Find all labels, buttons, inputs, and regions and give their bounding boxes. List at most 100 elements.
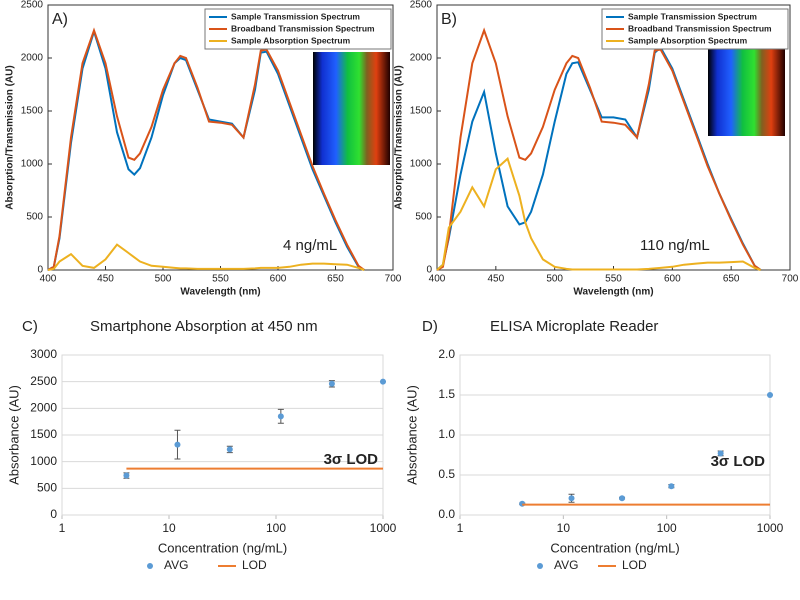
legend-label: Broadband Transmission Spectrum <box>231 23 375 33</box>
y-tick-label: 2000 <box>30 401 57 415</box>
spectrum-image <box>313 52 390 165</box>
data-point <box>226 446 233 453</box>
x-axis-label: Concentration (ng/mL) <box>550 540 679 555</box>
y-tick-label: 500 <box>26 212 43 223</box>
legend-label: Sample Absorption Spectrum <box>231 35 351 45</box>
legend-box <box>601 8 789 50</box>
y-tick-label: 2000 <box>410 53 433 64</box>
data-point <box>717 450 724 457</box>
x-tick-label: 1 <box>457 521 464 535</box>
legend-label: Broadband Transmission Spectrum <box>628 23 772 33</box>
chart-title: Smartphone Absorption at 450 nm <box>90 318 318 335</box>
y-tick-label: 0.5 <box>438 467 455 481</box>
x-tick-label: 10 <box>162 521 176 535</box>
plot-frame <box>47 4 394 271</box>
spectrum-line <box>436 156 761 271</box>
x-tick-label: 100 <box>657 521 677 535</box>
legend-label: Sample Transmission Spectrum <box>231 11 360 21</box>
legend-swatch <box>537 563 543 569</box>
y-tick-label: 1000 <box>410 159 433 170</box>
panel-label: A) <box>52 11 68 28</box>
x-tick-label: 450 <box>97 274 114 285</box>
annotation: 110 ng/mL <box>640 237 710 254</box>
x-tick-label: 600 <box>664 274 681 285</box>
legend-label: LOD <box>242 558 267 572</box>
x-tick-label: 400 <box>429 274 446 285</box>
y-axis-label: Absorbance (AU) <box>6 385 21 485</box>
y-tick-label: 500 <box>415 212 432 223</box>
y-tick-label: 0 <box>37 265 43 276</box>
y-axis-label: Absorption/Transmission (AU) <box>394 65 405 209</box>
x-tick-label: 100 <box>266 521 286 535</box>
panel-label: D) <box>422 318 438 335</box>
x-tick-label: 700 <box>385 274 402 285</box>
annotation: 3σ LOD <box>711 453 766 470</box>
plot-frame <box>61 354 384 516</box>
data-point <box>668 483 675 490</box>
x-tick-label: 500 <box>155 274 172 285</box>
y-tick-label: 2500 <box>410 0 433 11</box>
y-tick-label: 500 <box>37 481 57 495</box>
y-tick-label: 1500 <box>21 106 44 117</box>
spectrum-line <box>47 243 365 271</box>
y-tick-label: 1.0 <box>438 427 455 441</box>
plot-frame <box>459 354 771 516</box>
legend-label: AVG <box>164 558 188 572</box>
data-point <box>174 441 181 448</box>
x-tick-label: 450 <box>487 274 504 285</box>
y-tick-label: 2000 <box>21 53 44 64</box>
x-tick-label: 400 <box>40 274 57 285</box>
legend-label: Sample Absorption Spectrum <box>628 35 748 45</box>
data-point <box>619 495 626 502</box>
annotation: 3σ LOD <box>324 451 379 468</box>
annotation: 4 ng/mL <box>283 237 337 254</box>
x-axis-label: Wavelength (nm) <box>180 287 260 298</box>
y-tick-label: 3000 <box>30 347 57 361</box>
spectrum-image <box>708 48 785 136</box>
y-tick-label: 0 <box>426 265 432 276</box>
panel-label: B) <box>441 11 457 28</box>
legend-label: AVG <box>554 558 578 572</box>
x-tick-label: 500 <box>546 274 563 285</box>
data-point <box>380 378 386 385</box>
spectrum-line <box>436 27 762 271</box>
x-tick-label: 10 <box>557 521 571 535</box>
legend-label: LOD <box>622 558 647 572</box>
y-tick-label: 0 <box>50 507 57 521</box>
y-tick-label: 1500 <box>30 427 57 441</box>
x-tick-label: 700 <box>782 274 799 285</box>
x-tick-label: 600 <box>270 274 287 285</box>
y-tick-label: 1000 <box>30 454 57 468</box>
x-tick-label: 550 <box>605 274 622 285</box>
panel-label: C) <box>22 318 38 335</box>
y-tick-label: 0.0 <box>438 507 455 521</box>
spectrum-line <box>47 27 365 271</box>
data-point <box>123 472 130 479</box>
x-tick-label: 550 <box>212 274 229 285</box>
y-axis-label: Absorbance (AU) <box>404 385 419 485</box>
legend-swatch <box>147 563 153 569</box>
legend-label: Sample Transmission Spectrum <box>628 11 757 21</box>
data-point <box>767 392 773 398</box>
y-tick-label: 1000 <box>21 159 44 170</box>
y-tick-label: 2.0 <box>438 347 455 361</box>
data-point <box>328 380 335 387</box>
x-axis-label: Wavelength (nm) <box>573 287 653 298</box>
y-tick-label: 2500 <box>21 0 44 11</box>
data-point <box>277 413 284 420</box>
x-tick-label: 650 <box>723 274 740 285</box>
y-axis-label: Absorption/Transmission (AU) <box>5 65 16 209</box>
x-tick-label: 1000 <box>370 521 397 535</box>
x-axis-label: Concentration (ng/mL) <box>158 540 287 555</box>
chart-title: ELISA Microplate Reader <box>490 318 658 335</box>
data-point <box>568 495 575 502</box>
x-tick-label: 1 <box>59 521 66 535</box>
x-tick-label: 650 <box>327 274 344 285</box>
legend-box <box>204 8 392 50</box>
y-tick-label: 1.5 <box>438 387 455 401</box>
x-tick-label: 1000 <box>757 521 784 535</box>
y-tick-label: 2500 <box>30 374 57 388</box>
y-tick-label: 1500 <box>410 106 433 117</box>
